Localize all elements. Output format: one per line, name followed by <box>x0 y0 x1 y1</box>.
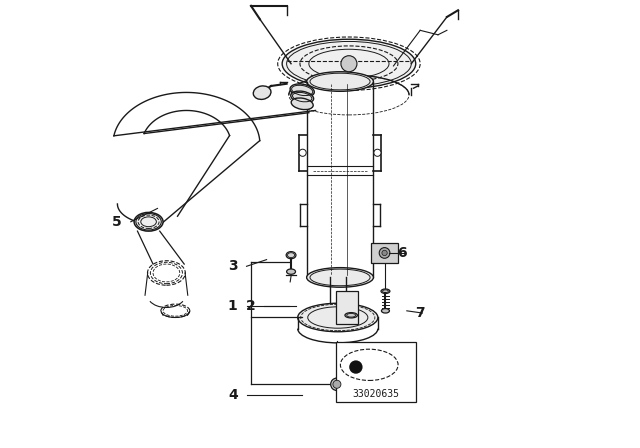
Ellipse shape <box>381 309 390 313</box>
Ellipse shape <box>381 289 390 293</box>
Circle shape <box>299 149 306 156</box>
FancyBboxPatch shape <box>335 291 358 324</box>
Ellipse shape <box>307 72 373 91</box>
Ellipse shape <box>253 86 271 99</box>
Circle shape <box>349 360 363 374</box>
Circle shape <box>331 378 343 391</box>
Circle shape <box>374 149 381 156</box>
FancyBboxPatch shape <box>335 342 416 402</box>
Text: 3: 3 <box>228 259 237 273</box>
Text: 7: 7 <box>415 306 424 320</box>
Text: 5: 5 <box>112 215 122 229</box>
Ellipse shape <box>134 212 163 231</box>
Text: 1: 1 <box>228 299 237 313</box>
Ellipse shape <box>307 267 373 287</box>
Text: 6: 6 <box>397 246 407 260</box>
Ellipse shape <box>290 84 314 97</box>
Text: 4: 4 <box>228 388 237 402</box>
Ellipse shape <box>282 39 416 88</box>
Ellipse shape <box>345 313 357 318</box>
Circle shape <box>380 248 390 258</box>
Ellipse shape <box>298 303 378 332</box>
Text: 33020635: 33020635 <box>352 388 399 399</box>
Ellipse shape <box>291 98 313 110</box>
Circle shape <box>333 380 341 388</box>
FancyBboxPatch shape <box>371 243 398 263</box>
Ellipse shape <box>291 91 314 103</box>
Circle shape <box>382 250 387 256</box>
Circle shape <box>341 56 357 72</box>
Ellipse shape <box>287 269 296 274</box>
Ellipse shape <box>286 252 296 259</box>
Text: 2: 2 <box>246 299 255 313</box>
